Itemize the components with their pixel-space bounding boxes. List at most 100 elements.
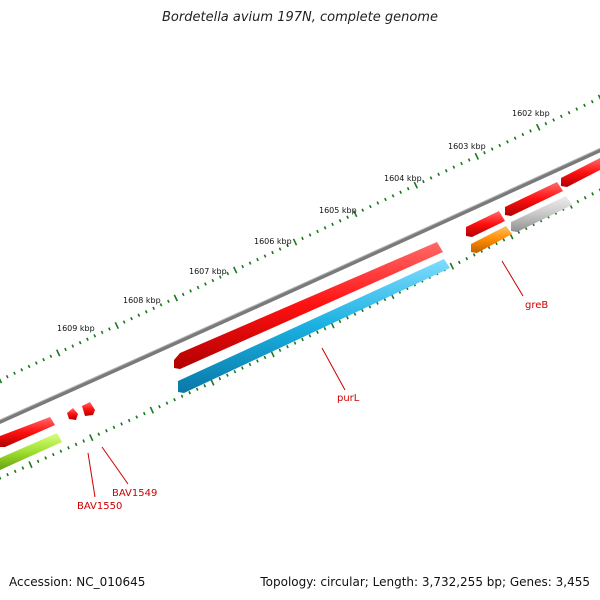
gene-arrow-red[interactable]: [505, 182, 563, 216]
major-tick: [149, 406, 155, 414]
major-tick: [89, 434, 94, 442]
minor-tick: [422, 179, 425, 184]
minor-tick: [575, 107, 579, 111]
minor-tick: [241, 264, 245, 269]
minor-tick: [465, 256, 469, 261]
bav1549-leader: [101, 446, 129, 485]
major-tick: [292, 238, 298, 246]
gene-bav1550-arrow[interactable]: [67, 408, 78, 420]
minor-tick: [0, 476, 2, 480]
minor-tick: [167, 299, 170, 304]
major-tick: [0, 378, 3, 384]
minor-tick: [13, 371, 16, 375]
minor-tick: [429, 176, 433, 180]
minor-tick: [301, 236, 304, 241]
minor-tick: [188, 391, 192, 395]
minor-tick: [513, 136, 517, 140]
topology-text: Topology: circular; Length: 3,732,255 bp…: [260, 575, 590, 589]
minor-tick: [346, 215, 350, 219]
minor-tick: [203, 384, 207, 388]
gene-greb-arrow[interactable]: [471, 226, 512, 253]
minor-tick: [472, 253, 476, 257]
minor-tick: [360, 308, 364, 313]
minor-tick: [521, 132, 525, 137]
gene-arrow-green[interactable]: [0, 433, 62, 470]
minor-tick: [323, 326, 327, 331]
minor-tick: [137, 313, 141, 317]
minor-tick: [263, 355, 267, 360]
minor-tick: [93, 334, 97, 338]
minor-tick: [130, 316, 133, 321]
minor-tick: [180, 394, 184, 398]
gene-callouts: greB purL BAV1549 BAV1550: [77, 260, 548, 512]
gene-arrow-red[interactable]: [466, 211, 505, 237]
minor-tick: [293, 341, 297, 345]
minor-tick: [256, 359, 259, 363]
minor-tick: [583, 196, 587, 200]
major-tick: [597, 94, 600, 100]
kbp-labels: 1602 kbp 1603 kbp 1604 kbp 1605 kbp 1606…: [57, 109, 550, 333]
kbp-label: 1608 kbp: [123, 296, 161, 305]
minor-tick: [248, 261, 252, 265]
major-tick: [352, 210, 358, 218]
minor-tick: [34, 361, 38, 365]
minor-tick: [181, 292, 185, 297]
greb-label: greB: [525, 300, 548, 311]
gene-purl-arrow[interactable]: [178, 259, 450, 393]
gene-purl-upper-arrow[interactable]: [174, 242, 443, 369]
gene-arrow-red[interactable]: [561, 158, 600, 187]
minor-tick: [331, 222, 334, 227]
minor-tick: [21, 466, 25, 470]
minor-tick: [286, 344, 289, 349]
minor-tick: [544, 121, 548, 126]
lower-strand-genes: [0, 196, 572, 470]
minor-tick: [591, 192, 595, 196]
map-title: Bordetella avium 197N, complete genome: [162, 10, 438, 25]
minor-tick: [225, 373, 229, 377]
minor-tick: [308, 334, 312, 338]
minor-tick: [105, 429, 108, 433]
gene-arrow-red[interactable]: [0, 417, 55, 447]
minor-tick: [529, 129, 532, 133]
minor-tick: [502, 238, 506, 242]
gene-bav1549-arrow[interactable]: [82, 402, 95, 416]
minor-tick: [165, 401, 169, 405]
minor-tick: [74, 442, 78, 447]
minor-tick: [590, 99, 594, 104]
major-tick: [535, 123, 541, 131]
minor-tick: [490, 147, 494, 151]
minor-tick: [82, 439, 86, 443]
minor-tick: [301, 337, 304, 342]
minor-tick: [444, 169, 448, 173]
major-tick: [413, 181, 419, 189]
minor-tick: [483, 150, 486, 155]
minor-tick: [59, 449, 63, 453]
minor-tick: [144, 310, 148, 314]
minor-tick: [189, 289, 192, 293]
gene-arrow-grey[interactable]: [511, 196, 572, 232]
genome-backbone: [0, 148, 600, 424]
minor-tick: [152, 306, 156, 311]
minor-tick: [452, 165, 456, 169]
minor-tick: [368, 204, 372, 209]
bav1550-leader: [87, 452, 96, 498]
genome-backbone-highlight: [0, 147, 600, 421]
kbp-label: 1604 kbp: [384, 174, 422, 183]
major-tick: [28, 461, 33, 469]
minor-tick: [159, 303, 163, 307]
major-tick: [173, 294, 179, 302]
minor-tick: [20, 368, 24, 372]
minor-tick: [286, 243, 289, 248]
major-tick: [232, 266, 238, 274]
minor-tick: [218, 275, 222, 279]
minor-tick: [256, 257, 259, 262]
minor-tick: [467, 158, 471, 162]
minor-tick: [316, 330, 319, 334]
minor-tick: [112, 425, 116, 430]
minor-tick: [271, 250, 274, 255]
minor-tick: [42, 357, 45, 362]
minor-tick: [576, 199, 580, 204]
kbp-label: 1609 kbp: [57, 324, 95, 333]
bav1549-label: BAV1549: [112, 488, 157, 499]
